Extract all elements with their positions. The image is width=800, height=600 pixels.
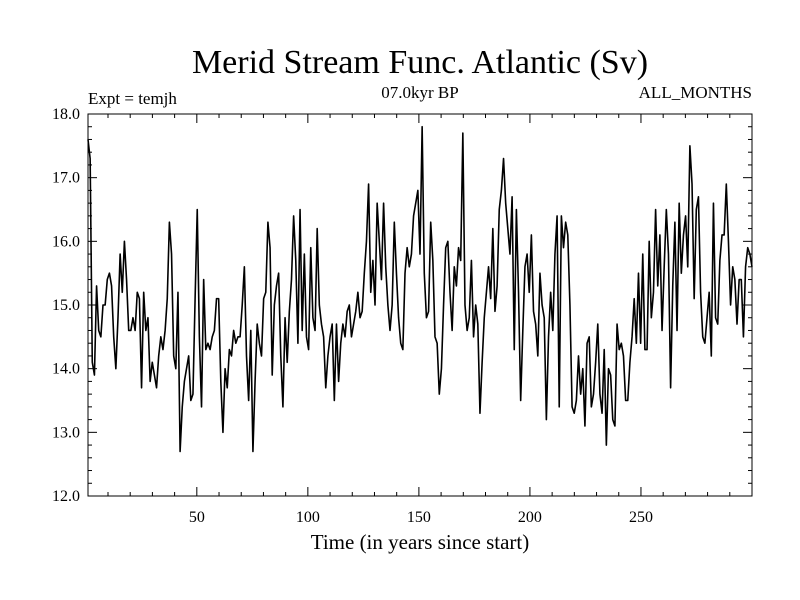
x-tick-label: 200 (518, 509, 542, 526)
series-line (87, 125, 753, 453)
period-label: 07.0kyr BP (381, 83, 458, 102)
x-axis: 50 100 150 200 250 (107, 114, 753, 526)
y-axis: 12.0 13.0 14.0 15.0 16.0 17.0 18.0 (52, 106, 752, 505)
x-axis-title: Time (in years since start) (311, 530, 530, 554)
y-tick-label: 13.0 (52, 424, 80, 441)
chart-title: Merid Stream Func. Atlantic (Sv) (192, 44, 648, 81)
y-tick-label: 17.0 (52, 170, 80, 187)
x-tick-label: 100 (296, 509, 320, 526)
y-tick-label: 14.0 (52, 361, 80, 378)
x-tick-label: 250 (629, 509, 653, 526)
x-tick-label: 150 (407, 509, 431, 526)
y-tick-label: 18.0 (52, 106, 80, 123)
experiment-label: Expt = temjh (88, 89, 177, 108)
x-tick-label: 50 (189, 509, 205, 526)
months-label: ALL_MONTHS (639, 83, 752, 102)
y-tick-label: 16.0 (52, 233, 80, 250)
y-tick-label: 15.0 (52, 297, 80, 314)
y-tick-label: 12.0 (52, 488, 80, 505)
